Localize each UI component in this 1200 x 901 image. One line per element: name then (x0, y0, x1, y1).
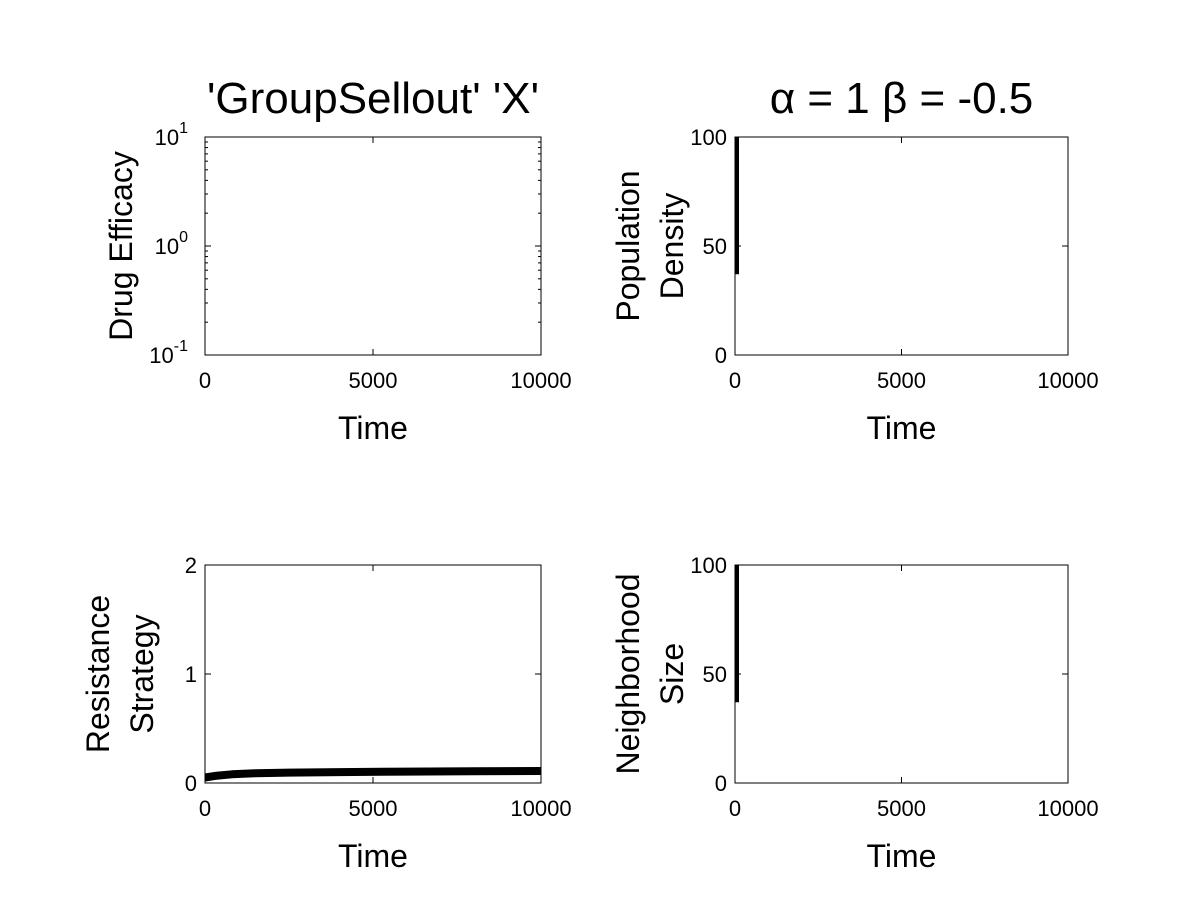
y-tick-label: 50 (703, 662, 727, 687)
y-tick-label: 100 (155, 229, 188, 259)
y-tick-label: 100 (690, 553, 727, 578)
x-tick-label: 5000 (349, 368, 398, 393)
x-tick-label: 10000 (1037, 368, 1098, 393)
y-axis-label: Size (654, 643, 690, 705)
y-tick-label: 0 (715, 343, 727, 368)
y-tick-base: 10 (149, 343, 173, 368)
y-tick-base: 10 (155, 234, 179, 259)
plot-frame (204, 136, 542, 356)
y-axis-label: Population (610, 170, 646, 321)
chart-resistance-strategy: 0 5000 10000 0 1 2 Time Resistance Strategy (80, 553, 572, 874)
y-tick-exponent: 1 (179, 120, 188, 137)
y-tick-label: 1 (185, 662, 197, 687)
y-tick-label: 0 (715, 771, 727, 796)
x-tick-label: 0 (729, 796, 741, 821)
y-tick-base: 10 (155, 125, 179, 150)
chart-neighborhood-size: 0 5000 10000 0 50 100 Time Neighborhood Size (610, 553, 1099, 874)
y-axis-label: Strategy (124, 614, 160, 733)
x-tick-label: 0 (199, 796, 211, 821)
chart-title: 'GroupSellout' 'X' (207, 74, 539, 123)
y-tick-label: 50 (703, 234, 727, 259)
y-axis-label: Drug Efficacy (103, 151, 139, 341)
x-axis-label: Time (338, 410, 408, 446)
y-tick-label: 2 (185, 553, 197, 578)
x-tick-label: 0 (199, 368, 211, 393)
y-tick-label: 100 (690, 125, 727, 150)
x-tick-label: 10000 (1037, 796, 1098, 821)
chart-population-density: 0 5000 10000 0 50 100 Time Population Density α =… (610, 74, 1099, 446)
x-tick-label: 10000 (510, 796, 571, 821)
x-tick-label: 0 (729, 368, 741, 393)
x-axis-label: Time (867, 838, 937, 874)
series-line (204, 767, 542, 782)
chart-title: α = 1 β = -0.5 (770, 74, 1034, 123)
plot-frame (734, 136, 1069, 356)
y-tick-exponent: 0 (179, 229, 188, 246)
y-tick-label: 101 (155, 120, 188, 150)
x-tick-label: 5000 (877, 368, 926, 393)
plot-frame (734, 564, 1069, 784)
x-axis-label: Time (338, 838, 408, 874)
x-axis-label: Time (867, 410, 937, 446)
x-tick-label: 10000 (510, 368, 571, 393)
y-tick-label: 10-1 (149, 338, 188, 368)
y-axis-label: Neighborhood (610, 573, 646, 774)
y-tick-label: 0 (185, 771, 197, 796)
y-tick-exponent: -1 (174, 338, 188, 355)
plot-frame (204, 564, 542, 784)
y-axis-label: Resistance (80, 595, 116, 753)
x-tick-label: 5000 (349, 796, 398, 821)
x-tick-label: 5000 (877, 796, 926, 821)
y-axis-label: Density (654, 193, 690, 300)
